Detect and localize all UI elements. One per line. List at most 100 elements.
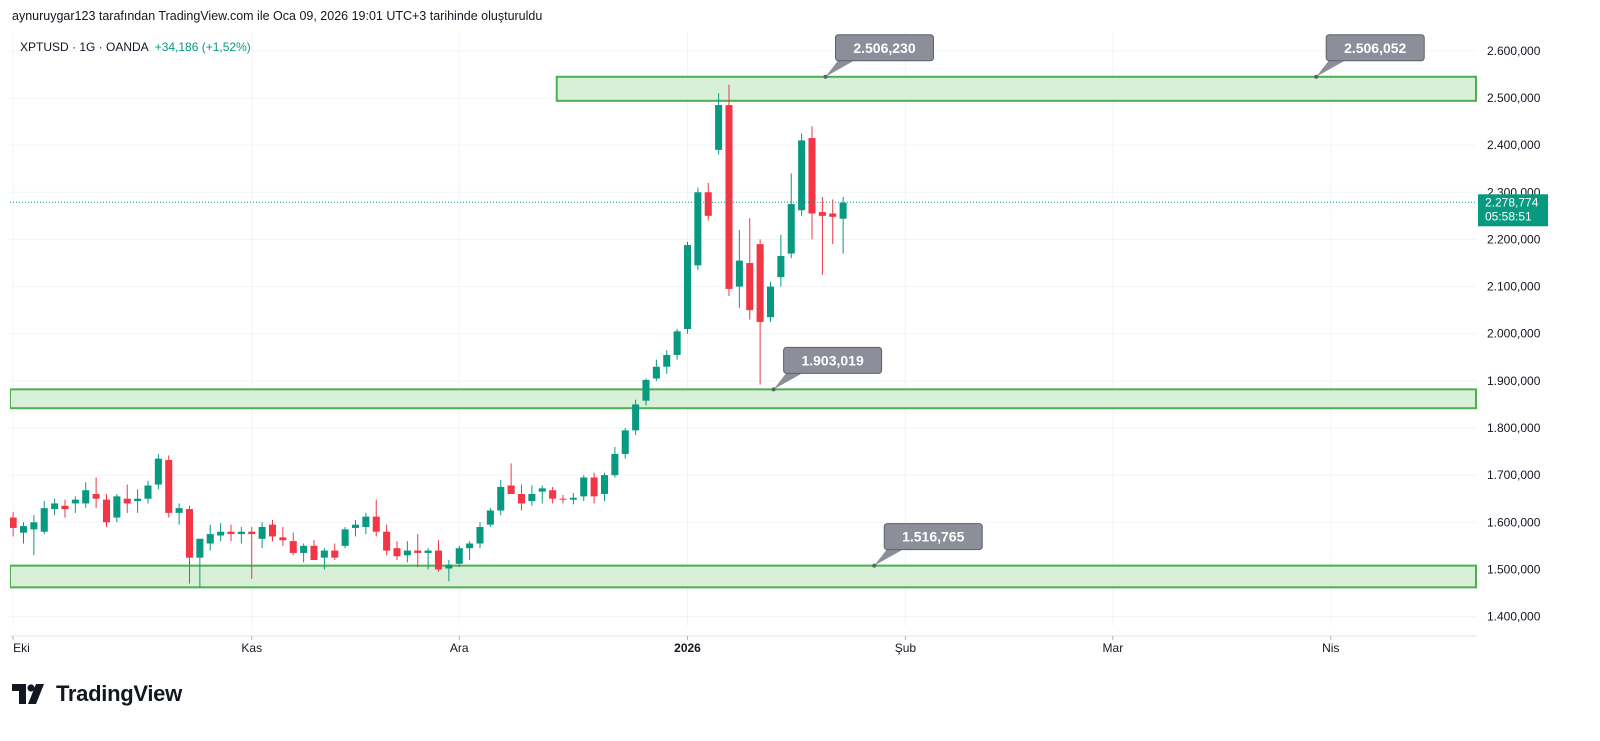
candle-body [82,490,90,504]
callout-label: 2.506,230 [853,40,915,56]
price-chart[interactable]: 2.506,230 2.506,052 1.903,019 1.516,765 1.4… [9,32,1563,662]
candle-body [248,531,256,535]
tradingview-logo-icon [12,684,44,704]
candle-body [196,538,204,558]
candle-body [154,458,162,485]
candle-body [51,503,59,510]
symbol-label: XPTUSD · 1G · OANDA [20,40,149,54]
candle-body [40,508,48,532]
candle-body [403,550,411,556]
candle [611,446,619,478]
x-tick-label: Nis [1322,641,1339,655]
candle-body [694,192,702,266]
candle-body [71,499,79,504]
x-tick-label: Eki [13,641,30,655]
candle-body [383,531,391,551]
candle-body [102,499,111,523]
candle-body [434,550,443,570]
x-tick-label: Mar [1103,641,1124,655]
chart-area[interactable]: 2.506,230 2.506,052 1.903,019 1.516,765 1.4… [9,32,1563,662]
y-tick-label: 1.600,000 [1487,515,1541,529]
candle [497,479,505,516]
candle-body [19,526,28,533]
candle-body [829,213,837,217]
candle [652,359,660,381]
candle-body [756,244,764,322]
candle [362,512,370,535]
candle-body [590,477,598,497]
price-change-label: +34,186 (+1,52%) [154,40,251,54]
candle-body [497,486,505,511]
callout-box [783,346,883,374]
y-tick-label: 2.200,000 [1487,232,1541,246]
candle-body [362,516,370,527]
candle [351,519,360,537]
candle [466,541,474,560]
candle-body [538,488,546,492]
candle [642,378,650,406]
y-tick-label: 1.500,000 [1487,562,1541,576]
candle [310,540,318,560]
candle-body [839,202,847,219]
candle [113,494,121,523]
candle-body [559,498,567,500]
candle [61,499,69,518]
candle-body [528,494,536,502]
candle-body [818,212,826,216]
y-tick-label: 1.700,000 [1487,468,1541,482]
callout-box [834,34,934,62]
candle-body [61,505,69,510]
candle-body [715,105,723,150]
candle [538,485,546,504]
candle [424,548,432,570]
candle-body [30,522,38,530]
candle-body [798,140,806,211]
candle [476,522,484,549]
candle [320,548,328,570]
tradingview-logo[interactable]: TradingView [12,681,182,706]
candle [507,463,515,494]
candle [715,93,723,155]
candle-body [632,404,640,431]
candle-body [735,260,743,287]
symbol-legend[interactable]: XPTUSD · 1G · OANDA +34,186 (+1,52%) [20,40,251,54]
callout-pointer [825,58,858,77]
candle [704,182,712,221]
candle [694,187,702,271]
candle-body [652,366,660,379]
price-zone [9,564,1477,589]
candle [663,350,671,374]
candle [331,543,339,560]
candle-body [144,485,152,499]
candle [71,496,79,513]
y-tick-label: 2.500,000 [1487,91,1541,105]
callout-label: 1.516,765 [902,529,964,545]
candle-body [476,527,484,544]
candle [82,482,90,509]
callout-pointer [773,371,806,390]
candle [403,541,411,563]
price-callouts: 2.506,230 2.506,052 1.903,019 1.516,765 [771,34,1425,568]
candle [787,173,795,259]
y-tick-label: 1.900,000 [1487,374,1541,388]
zone-callout-left: 1.903,019 [771,346,883,392]
candle-body [704,192,712,216]
candle-body [580,477,588,497]
candle-body [466,543,474,549]
grid-lines [10,32,1476,626]
candle-body [725,105,733,289]
candle [154,453,162,490]
candle [40,501,48,535]
candle-body [517,494,526,504]
candle [445,560,453,582]
candle [123,484,131,513]
chart-attribution: aynuruygar123 tarafından TradingView.com… [12,9,543,23]
candle [632,399,640,436]
candle-body [92,494,100,499]
candle-body [393,548,401,557]
candle [683,241,692,334]
candle [383,524,391,556]
candle [434,540,443,572]
candle-body [279,537,287,541]
y-tick-label: 2.100,000 [1487,280,1541,294]
